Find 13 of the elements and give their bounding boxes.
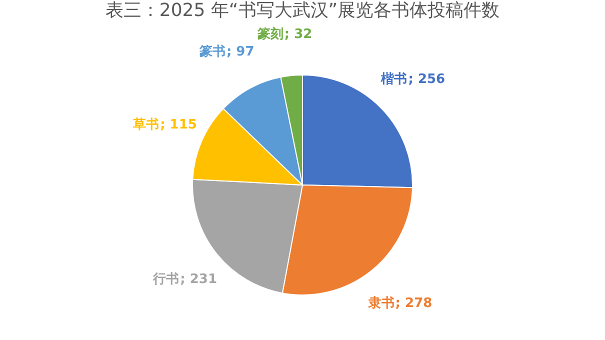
- slice-label: 楷书: [380, 72, 408, 87]
- chart-title: 表三：2025 年“书写大武汉”展览各书体投稿件数: [105, 0, 500, 21]
- data-label: ; 278: [395, 296, 432, 312]
- slice-label: 隶书: [367, 296, 394, 312]
- slice-label: 篆刻: [256, 26, 284, 42]
- data-label: ; 256: [408, 72, 446, 87]
- slice-label: 草书: [132, 117, 160, 132]
- data-label: ; 32: [284, 26, 312, 42]
- data-label: ; 115: [160, 117, 197, 132]
- data-label: ; 231: [180, 272, 218, 288]
- slice-label: 行书: [152, 272, 180, 288]
- data-label: ; 97: [226, 44, 254, 60]
- slice-label: 篆书: [198, 44, 226, 60]
